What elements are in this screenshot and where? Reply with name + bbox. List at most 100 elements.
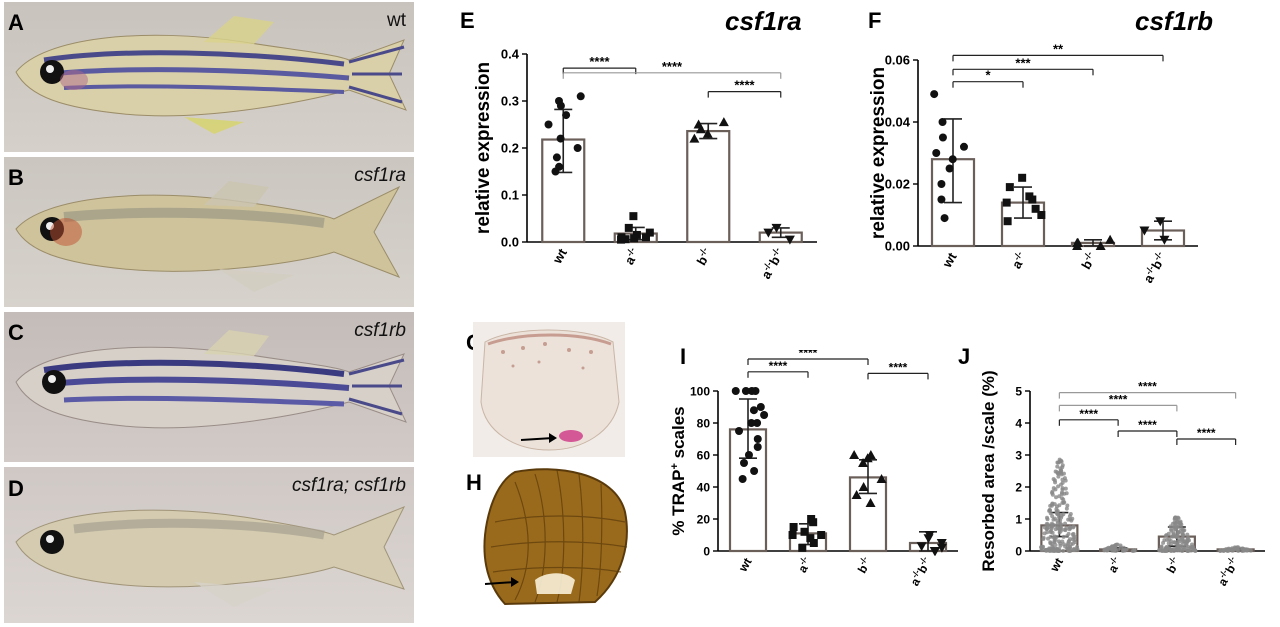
data-point	[1170, 521, 1175, 526]
data-point	[1045, 517, 1050, 522]
data-point	[1066, 531, 1071, 536]
data-point	[1105, 234, 1116, 244]
data-point	[556, 134, 565, 143]
data-point	[1005, 183, 1014, 192]
data-point	[562, 111, 571, 120]
y-tick-label: 0.06	[885, 53, 910, 68]
data-point	[749, 406, 758, 415]
x-tick-label: a-/-	[1104, 554, 1125, 575]
trap-stained-scale-photo	[473, 322, 625, 457]
data-point	[747, 419, 756, 427]
data-point	[1184, 541, 1189, 546]
data-point	[1166, 531, 1171, 536]
fish-illustration-csf1rb	[15, 330, 407, 429]
data-point	[788, 531, 797, 539]
data-point	[747, 387, 756, 395]
x-tick-label: b-/-	[853, 554, 875, 575]
data-point	[1180, 531, 1185, 536]
data-point	[1175, 533, 1180, 538]
data-point	[1248, 548, 1253, 553]
data-point	[1069, 518, 1074, 523]
data-point	[1063, 486, 1068, 491]
data-point	[1174, 516, 1179, 521]
y-tick-label: 60	[697, 449, 711, 463]
data-point	[1042, 525, 1047, 530]
chart-e-svg: 0.0 0.1 0.2 0.3 0.4 relative expression wt a-/-…	[473, 47, 817, 282]
y-tick-label: 0	[703, 545, 710, 559]
data-point	[624, 223, 633, 232]
data-point	[1056, 474, 1061, 479]
significance-label: *	[985, 68, 991, 83]
data-point	[629, 212, 638, 221]
data-point	[695, 124, 706, 134]
data-point	[630, 234, 639, 243]
data-point	[959, 142, 968, 151]
data-point	[932, 149, 941, 157]
data-point	[1065, 503, 1070, 508]
significance-label: ***	[1015, 55, 1031, 70]
data-point	[1172, 540, 1177, 545]
data-point	[1139, 226, 1150, 236]
x-tick-label: a-/-b-/-	[906, 554, 935, 588]
y-tick-label: 100	[690, 385, 710, 399]
data-point	[1048, 511, 1053, 516]
data-point	[576, 92, 585, 101]
data-point	[817, 531, 826, 539]
data-point	[1182, 528, 1187, 533]
data-point	[1075, 547, 1080, 552]
y-tick-label: 80	[697, 417, 711, 431]
x-tick-label: b-/-	[1077, 250, 1099, 272]
data-point	[948, 155, 957, 164]
panel-letter-i: I	[680, 344, 687, 369]
genotype-label-csf1ra: csf1ra	[354, 165, 406, 186]
data-point	[1057, 530, 1062, 535]
data-point	[1053, 487, 1058, 492]
data-point	[1155, 217, 1166, 227]
data-point	[1123, 548, 1128, 553]
data-point	[1018, 173, 1027, 182]
significance-label: **	[1053, 41, 1064, 56]
data-point	[753, 435, 762, 443]
panel-letter-j: J	[958, 344, 971, 369]
data-point	[1166, 546, 1171, 551]
data-point	[1226, 548, 1231, 553]
x-tick-label: a-/-	[1008, 250, 1030, 272]
data-point	[1050, 530, 1055, 535]
x-tick-label: wt	[735, 556, 754, 575]
significance-label: ****	[1138, 380, 1157, 394]
bar	[541, 138, 586, 244]
data-point	[1218, 548, 1223, 553]
data-point	[718, 117, 729, 127]
bar	[686, 129, 731, 244]
data-point	[1055, 547, 1060, 552]
data-point	[1042, 531, 1047, 536]
data-point	[641, 233, 650, 242]
data-point	[1067, 514, 1072, 519]
y-tick-label: 40	[697, 481, 711, 495]
data-point	[1176, 530, 1181, 535]
y-tick-label: 2	[1015, 481, 1022, 495]
arrow-icon	[511, 577, 519, 587]
data-point	[858, 458, 869, 467]
data-point	[851, 490, 862, 499]
chart-f-gene-title: csf1rb	[1135, 6, 1214, 36]
data-point	[1050, 524, 1055, 529]
data-point	[1050, 489, 1055, 494]
data-point	[1159, 545, 1164, 550]
data-point	[1061, 548, 1066, 553]
y-tick-label: 0.2	[501, 141, 519, 156]
data-point	[1169, 541, 1174, 546]
data-point	[771, 223, 782, 233]
data-point	[1106, 545, 1111, 550]
data-point	[756, 403, 765, 411]
x-tick-label: a-/-b-/-	[1213, 554, 1242, 588]
data-point	[1054, 495, 1059, 500]
data-point	[556, 101, 565, 110]
data-point	[1118, 545, 1123, 550]
data-point	[798, 543, 807, 552]
arrow-line	[484, 581, 516, 585]
data-point	[753, 419, 762, 427]
arrow-icon	[549, 433, 557, 443]
data-point	[938, 133, 947, 142]
data-point	[1072, 241, 1083, 250]
